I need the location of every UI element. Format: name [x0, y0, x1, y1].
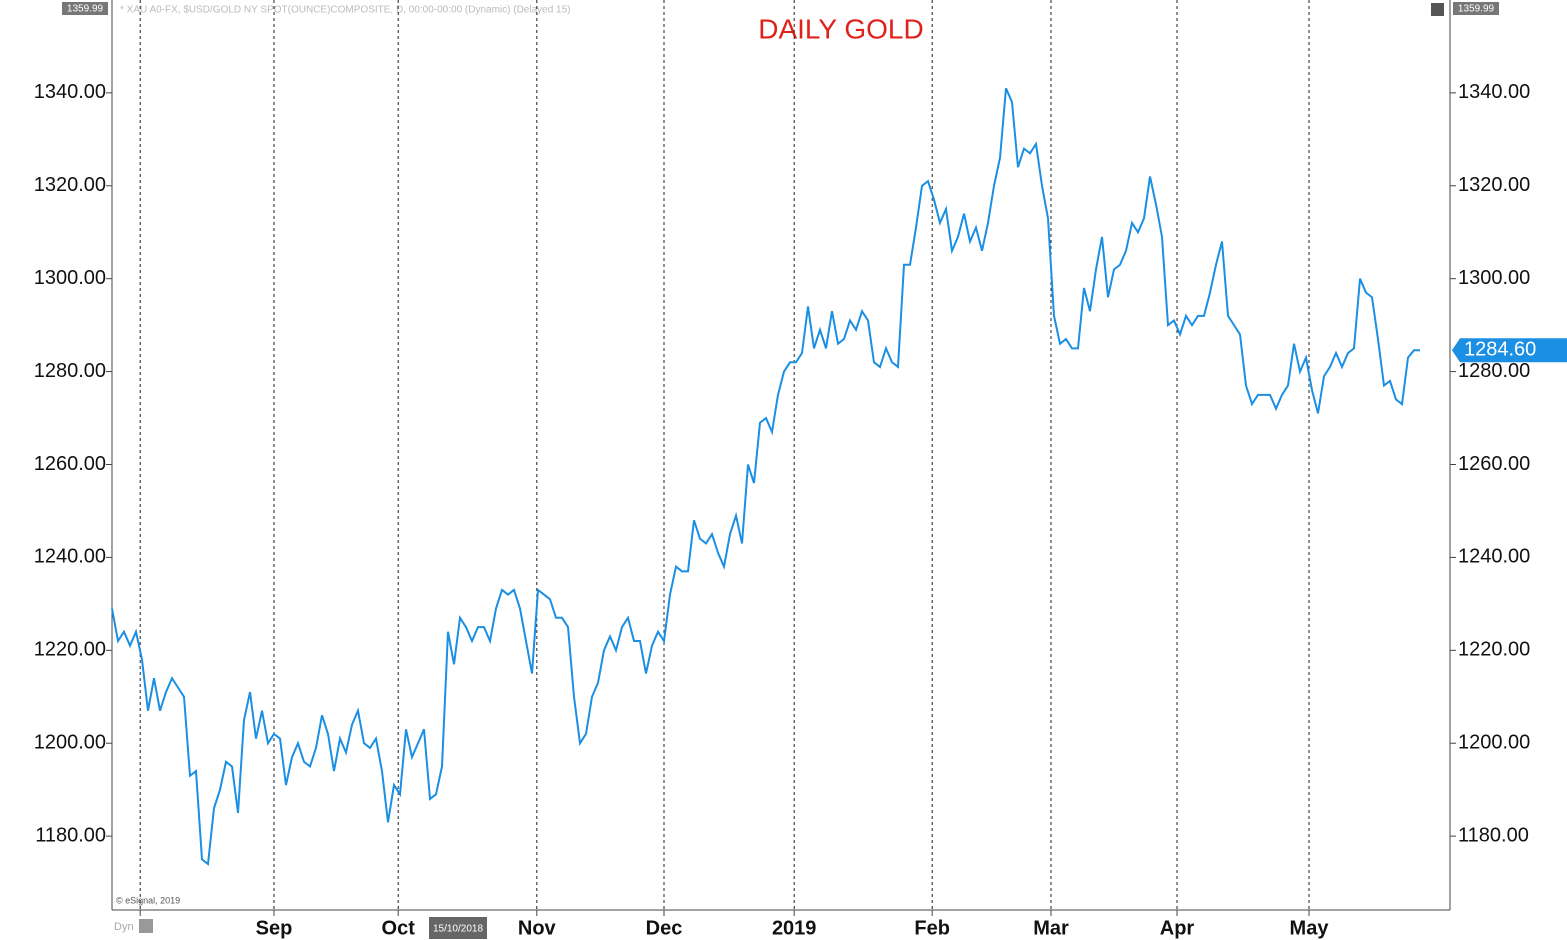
top-right-label: 1359.99: [1458, 4, 1495, 15]
y2-tick-label: 1240.00: [1458, 546, 1530, 568]
price-line: [111, 87, 1420, 866]
y2-tick-label: 1300.00: [1458, 267, 1530, 289]
x-tick-label: May: [1290, 917, 1330, 939]
y2-tick-label: 1200.00: [1458, 732, 1530, 754]
y2-tick-label: 1280.00: [1458, 360, 1530, 382]
y2-tick-label: 1320.00: [1458, 174, 1530, 196]
mode-icon[interactable]: [139, 919, 153, 933]
top-left-tag: [62, 2, 108, 15]
y-tick-label: 1180.00: [35, 824, 106, 846]
y2-tick-label: 1180.00: [1458, 824, 1529, 846]
x-tick-label: Dec: [646, 917, 683, 939]
window-icon[interactable]: [1431, 3, 1444, 16]
y-tick-label: 1320.00: [34, 174, 106, 196]
copyright: © eSignal, 2019: [116, 895, 180, 905]
y2-tick-label: 1340.00: [1458, 81, 1530, 103]
header: * XAU A0-FX, $USD/GOLD NY SPOT(OUNCE)COM…: [120, 5, 571, 16]
x-tick-label: Nov: [518, 917, 557, 939]
x-tick-label: Feb: [914, 917, 950, 939]
x-tick-label: Mar: [1033, 917, 1069, 939]
y-tick-label: 1280.00: [34, 360, 106, 382]
top-left-label: 1359.99: [67, 4, 104, 15]
chart-title: DAILY GOLD: [758, 13, 923, 44]
y-tick-label: 1240.00: [34, 546, 106, 568]
mode-label: Dyn: [114, 921, 134, 933]
y2-tick-label: 1220.00: [1458, 639, 1530, 661]
top-right-tag: [1453, 2, 1499, 15]
x-tick-label: Oct: [382, 917, 416, 939]
x-tick-label: 2019: [772, 917, 817, 939]
y-tick-label: 1340.00: [34, 81, 106, 103]
y-tick-label: 1260.00: [34, 453, 106, 475]
y-tick-label: 1300.00: [34, 267, 106, 289]
y-tick-label: 1200.00: [34, 732, 106, 754]
x-tick-label: Sep: [256, 917, 293, 939]
x-tick-label: Apr: [1160, 917, 1195, 939]
last-value-tag: [1452, 338, 1567, 363]
last-value-label: 1284.60: [1464, 339, 1536, 361]
y2-tick-label: 1260.00: [1458, 453, 1530, 475]
y-tick-label: 1220.00: [34, 639, 106, 661]
date-marker-box: [429, 917, 487, 939]
date-marker: 15/10/2018: [433, 924, 483, 935]
